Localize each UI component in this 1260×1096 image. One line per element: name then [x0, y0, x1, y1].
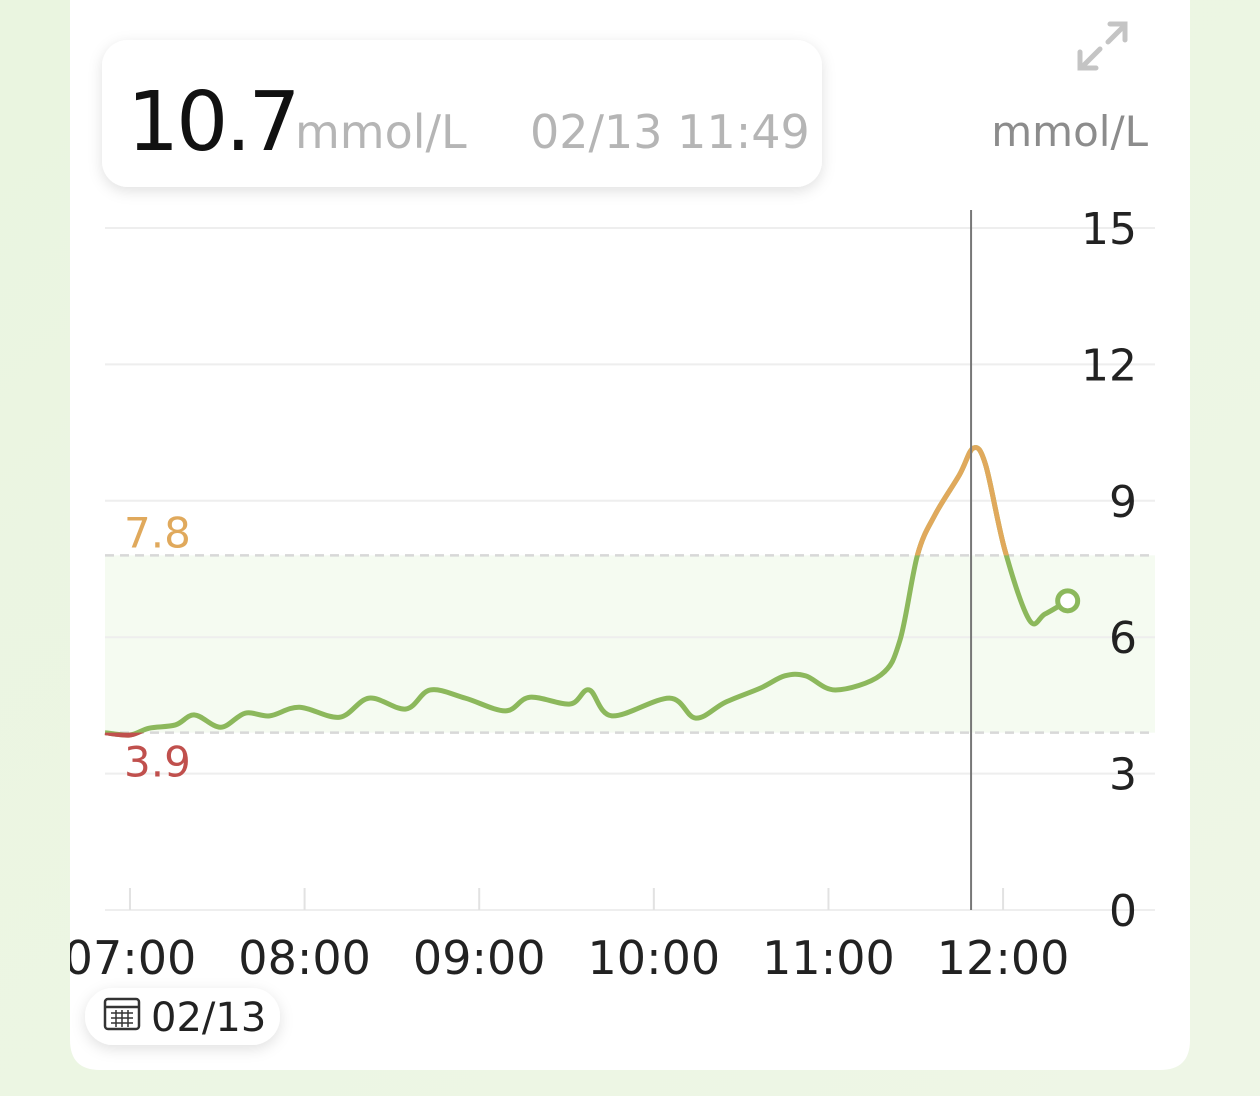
date-label: 02/13: [151, 995, 266, 1041]
tooltip-time: 02/13 11:49: [530, 105, 810, 159]
expand-icon[interactable]: [1077, 21, 1128, 71]
card: [70, 0, 1190, 1070]
x-tick-label: 08:00: [238, 931, 371, 985]
y-tick-label: 0: [1109, 886, 1137, 937]
x-tick-label: 09:00: [413, 931, 546, 985]
high-segment: [104, 445, 1069, 556]
tooltip-value: 10.7: [127, 75, 298, 170]
latest-point: [1055, 588, 1081, 614]
high-label: 7.8: [124, 508, 191, 557]
x-tick-label: 10:00: [588, 931, 721, 985]
overlay: 10.7 mmol/L 02/13 11:49 mmol/L 02/13: [85, 21, 1149, 1045]
y-tick-label: 3: [1109, 750, 1137, 801]
plot: 0 3 6 9 12 15 7.8 3.9 07:00 08:00 09:00 10:00 11:00 1…: [64, 204, 1155, 985]
y-tick-label: 9: [1109, 477, 1137, 528]
x-tick-label: 11:00: [762, 931, 895, 985]
low-label: 3.9: [124, 738, 191, 787]
x-tick-label: 07:00: [64, 931, 197, 985]
tooltip-unit: mmol/L: [295, 105, 467, 159]
y-tick-label: 6: [1109, 613, 1137, 664]
target-band: [105, 555, 1155, 733]
y-unit: mmol/L: [991, 107, 1148, 156]
date-chip[interactable]: [85, 988, 280, 1045]
y-tick-label: 12: [1081, 340, 1137, 391]
calendar-icon: [103, 997, 141, 1031]
y-tick-label: 15: [1081, 204, 1137, 255]
x-tick-label: 12:00: [937, 931, 1070, 985]
tooltip-box: [102, 40, 822, 187]
